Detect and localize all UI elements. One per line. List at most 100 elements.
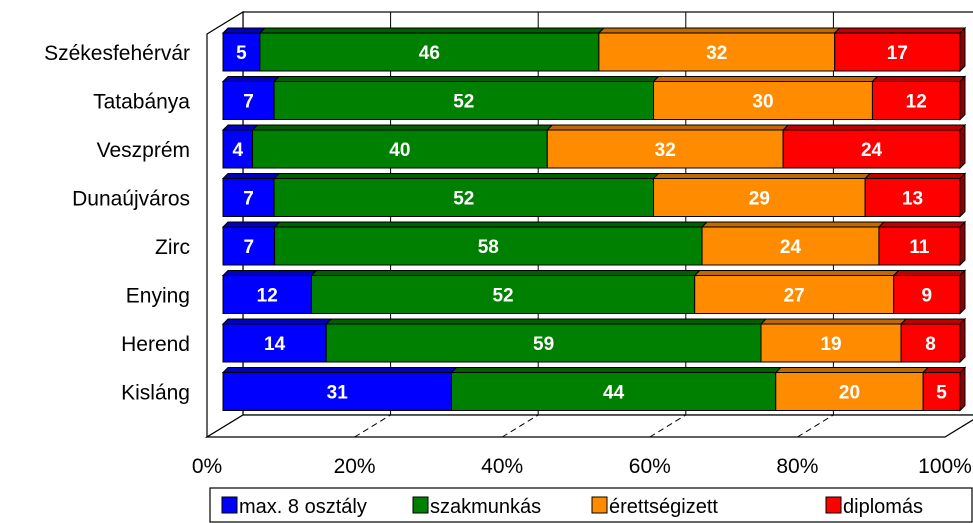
bar-front-face — [546, 129, 784, 169]
bar-value-label: 7 — [243, 189, 254, 210]
bar-top-face — [272, 76, 660, 82]
bar-tatabanya-diplomas: 12 — [871, 76, 967, 120]
bar-front-face — [760, 323, 902, 363]
bar-top-face — [693, 270, 900, 276]
bar-front-face — [222, 81, 275, 120]
bar-enying-max-8-osztaly: 12 — [221, 270, 318, 314]
bar-kislang-diplomas: 5 — [921, 367, 967, 411]
bar-dunaujvaros-szakmunkas: 52 — [272, 173, 660, 217]
category-label: Zirc — [155, 236, 190, 259]
bar-top-face — [221, 173, 281, 179]
bar-side-face — [959, 269, 966, 315]
bar-dunaujvaros-diplomas: 13 — [863, 173, 967, 217]
bar-value-label: 17 — [887, 43, 908, 64]
bar-dunaujvaros-max-8-osztaly: 7 — [221, 173, 281, 217]
bar-front-face — [251, 129, 548, 169]
bar-front-face — [775, 372, 924, 411]
bar-tatabanya-szakmunkas: 52 — [272, 76, 660, 120]
category-label: Tatabánya — [93, 91, 190, 114]
bar-front-face — [310, 275, 696, 314]
legend-label: diplomás — [843, 496, 923, 518]
bar-front-face — [274, 226, 703, 266]
bar-value-label: 5 — [936, 383, 947, 404]
bar-herend-szakmunkas: 59 — [324, 318, 768, 363]
bar-kislang-max-8-osztaly: 31 — [221, 367, 458, 411]
x-tick-labels: 0% 20% 40% 60% 80% 100% — [192, 455, 972, 478]
bar-zirc-szakmunkas: 58 — [273, 221, 709, 266]
bar-value-label: 31 — [327, 383, 349, 404]
bar-top-face — [921, 367, 967, 373]
bar-top-face — [221, 221, 281, 228]
x-tick-label: 60% — [629, 455, 671, 478]
x-tick-label: 80% — [776, 455, 818, 478]
legend-label: érettségizett — [609, 496, 718, 518]
bar-value-label: 24 — [861, 140, 883, 161]
legend: max. 8 osztály szakmunkás érettségizett dip… — [209, 487, 973, 523]
bar-value-label: 14 — [264, 334, 286, 355]
bar-top-face — [258, 27, 606, 34]
bar-value-label: 9 — [922, 286, 933, 307]
bar-front-face — [259, 32, 600, 72]
legend-label: szakmunkás — [430, 496, 541, 518]
legend-label: max. 8 osztály — [239, 496, 367, 518]
legend-swatch — [825, 496, 842, 514]
bar-tatabanya-erettsegizett: 30 — [652, 76, 879, 120]
bar-top-face — [759, 318, 908, 325]
bar-value-label: 59 — [533, 334, 554, 355]
legend-swatch — [412, 496, 429, 514]
legend-swatch — [591, 496, 608, 514]
bar-value-label: 5 — [236, 43, 247, 64]
x-tick-label: 20% — [334, 455, 376, 478]
legend-item-szakmunkas: szakmunkás — [412, 496, 541, 518]
category-label: Dunaújváros — [72, 188, 190, 211]
bar-top-face — [272, 173, 660, 179]
bar-top-face — [652, 173, 872, 179]
bar-kislang-szakmunkas: 44 — [450, 367, 782, 411]
bar-front-face — [782, 129, 961, 169]
bar-value-label: 20 — [839, 383, 860, 404]
category-label: Enying — [126, 285, 190, 308]
bar-top-face — [221, 124, 259, 131]
legend-item-max-8-osztaly: max. 8 osztály — [221, 496, 367, 518]
bar-szekesfehervar-max-8-osztaly: 5 — [221, 27, 267, 72]
bar-top-face — [863, 173, 967, 179]
bar-top-face — [892, 270, 967, 276]
bar-side-face — [959, 366, 966, 412]
bar-szekesfehervar-szakmunkas: 46 — [258, 27, 606, 72]
bar-value-label: 11 — [909, 237, 930, 258]
bar-top-face — [221, 270, 318, 276]
bar-front-face — [222, 372, 452, 411]
bar-veszprem-max-8-osztaly: 4 — [221, 124, 259, 169]
bar-veszprem-szakmunkas: 40 — [251, 124, 554, 169]
bar-front-face — [893, 275, 961, 314]
floor — [204, 414, 973, 438]
category-label: Kisláng — [121, 382, 190, 405]
category-label: Herend — [121, 333, 190, 356]
bar-value-label: 40 — [389, 140, 410, 161]
gridline-floor — [501, 414, 539, 438]
bar-top-face — [833, 27, 967, 34]
bar-top-face — [273, 221, 709, 228]
bar-value-label: 7 — [243, 92, 254, 113]
x-tick-label: 100% — [918, 455, 972, 478]
bar-top-face — [221, 76, 281, 82]
bar-side-face — [959, 220, 966, 267]
bar-zirc-erettsegizett: 24 — [700, 221, 886, 266]
bar-tatabanya-max-8-osztaly: 7 — [221, 76, 281, 120]
bar-top-face — [221, 318, 333, 325]
bar-herend-erettsegizett: 19 — [759, 318, 908, 363]
bar-front-face — [222, 226, 276, 266]
category-label: Veszprém — [97, 139, 190, 162]
bar-value-label: 12 — [906, 92, 927, 113]
bar-veszprem-erettsegizett: 32 — [546, 124, 790, 169]
bar-front-face — [273, 178, 655, 217]
bar-value-label: 30 — [752, 92, 773, 113]
bar-enying-diplomas: 9 — [892, 270, 967, 314]
bar-top-face — [450, 367, 782, 373]
bar-front-face — [325, 323, 762, 363]
bar-szekesfehervar-diplomas: 17 — [833, 27, 967, 72]
bar-value-label: 46 — [419, 43, 440, 64]
bar-top-face — [221, 27, 267, 34]
bar-front-face — [222, 178, 275, 217]
